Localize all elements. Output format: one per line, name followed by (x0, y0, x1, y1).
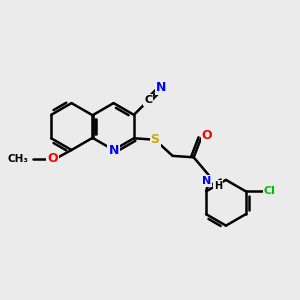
Text: N: N (108, 143, 119, 157)
Text: S: S (151, 133, 160, 146)
Text: N: N (202, 176, 212, 186)
Text: C: C (144, 95, 152, 105)
Text: O: O (47, 152, 58, 165)
Text: N: N (156, 81, 166, 94)
Text: O: O (202, 129, 212, 142)
Text: Cl: Cl (264, 186, 276, 196)
Text: CH₃: CH₃ (7, 154, 28, 164)
Text: H: H (214, 181, 222, 191)
